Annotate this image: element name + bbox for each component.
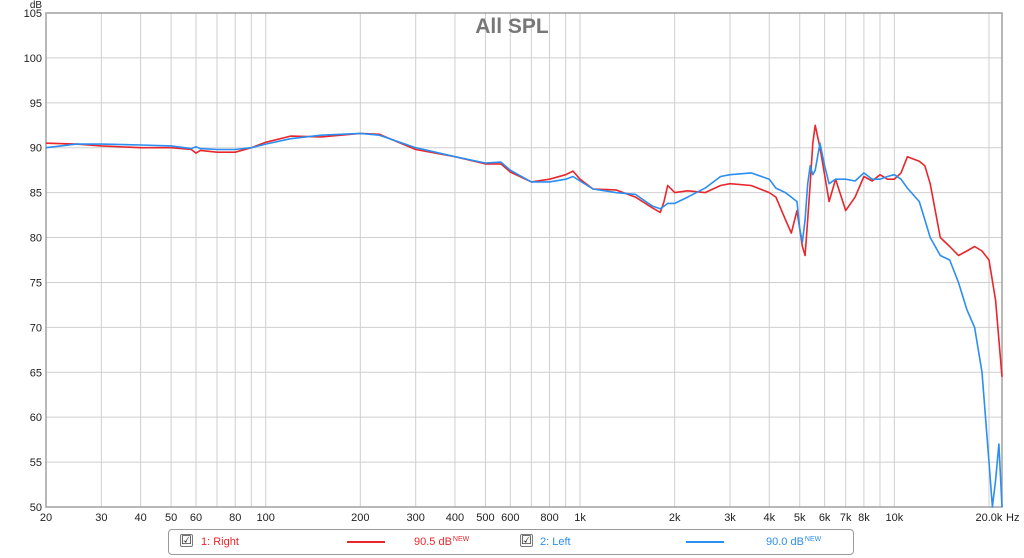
y-tick-label: 95 [30,98,42,110]
x-tick-label: 80 [229,512,241,524]
series-line-left [45,132,1003,508]
y-axis-unit: dB [30,0,43,11]
x-tick-label: 200 [351,512,369,524]
grid [45,12,1002,508]
x-tick-label: 400 [446,512,464,524]
y-tick-label: 60 [30,412,42,424]
new-badge: NEW [452,536,470,543]
y-axis: 50 55 60 65 70 75 80 85 90 95 100 105 [24,8,42,514]
x-tick-label: 300 [407,512,425,524]
legend-label: 2: Left [540,536,571,548]
legend-entry-left[interactable]: ☑ 2: Left 90.0 dBNEW [512,530,855,554]
y-tick-label: 105 [24,8,42,20]
x-axis-unit: Hz [1006,512,1019,524]
x-tick-label: 30 [95,512,107,524]
legend-level: 90.5 dBNEW [414,536,470,548]
x-tick-label: 20 [40,512,52,524]
x-tick-label: 8k [858,512,870,524]
x-tick-label: 100 [257,512,275,524]
right-checkbox-icon[interactable]: ☑ [180,533,193,547]
y-tick-label: 65 [30,367,42,379]
x-tick-label: 4k [763,512,775,524]
chart-title: All SPL [475,15,549,38]
spl-chart: 50 55 60 65 70 75 80 85 90 95 100 105 20 30 40 50 60 80 1… [24,0,1020,524]
legend-level: 90.0 dBNEW [766,536,822,548]
y-tick-label: 100 [24,53,42,65]
legend-entry-right[interactable]: ☑ 1: Right 90.5 dBNEW [169,530,512,554]
x-tick-label: 50 [165,512,177,524]
y-tick-label: 90 [30,143,42,155]
x-tick-label: 3k [724,512,736,524]
legend-line-swatch [686,541,724,543]
plot-frame [45,12,1003,508]
y-tick-label: 85 [30,188,42,200]
x-tick-label: 600 [501,512,519,524]
x-tick-label: 5k [794,512,806,524]
x-tick-label: 20.0k [976,512,1003,524]
legend-line-swatch [347,541,385,543]
x-tick-label: 60 [190,512,202,524]
y-tick-label: 55 [30,457,42,469]
legend-label: 1: Right [201,536,239,548]
x-tick-label: 7k [840,512,852,524]
x-tick-label: 40 [134,512,146,524]
x-tick-label: 1k [574,512,586,524]
x-tick-label: 500 [476,512,494,524]
x-axis: 20 30 40 50 60 80 100 200 300 400 500 600 800 1k 2k 3k 4… [40,512,1003,524]
left-checkbox-icon[interactable]: ☑ [520,533,533,547]
y-tick-label: 70 [30,322,42,334]
new-badge: NEW [804,536,822,543]
series-lines [45,124,1003,508]
x-tick-label: 6k [819,512,831,524]
series-line-right [45,124,1003,377]
legend: ☑ 1: Right 90.5 dBNEW ☑ 2: Left 90.0 dBN… [168,529,854,555]
y-tick-label: 75 [30,277,42,289]
x-tick-label: 800 [540,512,558,524]
x-tick-label: 10k [885,512,903,524]
y-tick-label: 80 [30,233,42,245]
x-tick-label: 2k [669,512,681,524]
y-tick-label: 50 [30,502,42,514]
